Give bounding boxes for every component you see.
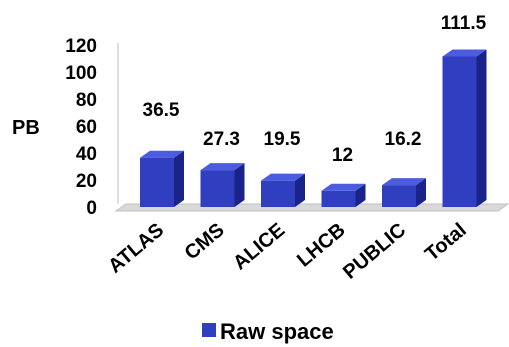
bar-top [261, 173, 305, 181]
legend: Raw space [202, 319, 334, 344]
bar-top [442, 49, 487, 57]
bar-front [321, 190, 356, 207]
y-tick-label: 60 [76, 117, 97, 138]
data-label: 111.5 [441, 13, 487, 34]
bar-front [382, 185, 416, 207]
category-label: LHCB [293, 219, 350, 272]
bar [382, 178, 426, 207]
bar-side [174, 150, 184, 207]
data-label: 19.5 [264, 129, 301, 150]
bar [200, 163, 245, 207]
category-label: ALICE [229, 219, 289, 274]
y-tick-label: 100 [65, 63, 97, 84]
data-label: 16.2 [385, 129, 422, 150]
bar-front [140, 157, 174, 207]
data-labels: 36.5 27.3 19.5 12 16.2 111.5 [143, 13, 487, 166]
bar [321, 183, 366, 207]
legend-swatch [202, 323, 216, 337]
y-tick-label: 40 [76, 144, 97, 165]
y-tick-label: 120 [65, 36, 97, 57]
bar-side [476, 49, 487, 207]
data-label: 12 [332, 145, 353, 166]
bars [140, 49, 487, 207]
category-label: Total [421, 219, 471, 266]
bar-top [140, 150, 184, 158]
y-axis-label: PB [12, 117, 40, 139]
bar-front [442, 56, 477, 207]
category-label: PUBLIC [339, 219, 410, 284]
bar [140, 150, 184, 207]
data-label: 36.5 [143, 100, 180, 121]
bar-side [355, 183, 366, 207]
data-label: 27.3 [203, 129, 240, 150]
bar-top [382, 178, 426, 186]
category-label: CMS [181, 219, 229, 264]
bar-front [200, 170, 235, 207]
legend-label: Raw space [220, 319, 334, 344]
y-tick-label: 0 [86, 198, 97, 219]
bar-side [234, 163, 245, 207]
bar [261, 173, 305, 207]
bar-front [261, 180, 295, 207]
bar [442, 49, 487, 207]
y-tick-label: 80 [76, 90, 97, 111]
bar-side [295, 173, 305, 207]
bar-top [321, 183, 366, 191]
y-tick-label: 20 [76, 171, 97, 192]
bar-side [416, 178, 426, 207]
y-axis-ticks: 0 20 40 60 80 100 120 [65, 36, 97, 219]
category-label: ATLAS [104, 219, 168, 278]
bar-top [200, 163, 245, 171]
